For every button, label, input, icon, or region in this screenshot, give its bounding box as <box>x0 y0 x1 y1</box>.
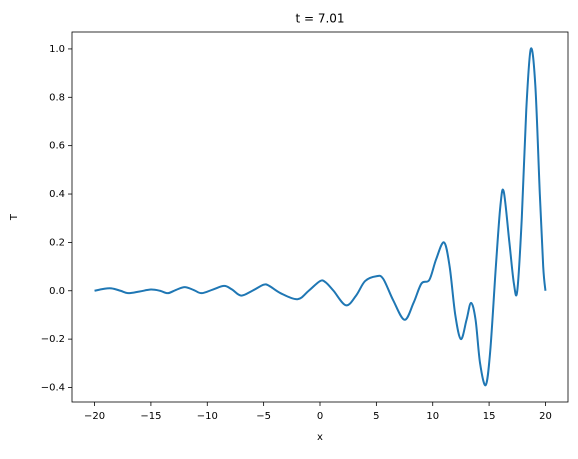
y-tick-label: 0.8 <box>49 92 65 103</box>
y-axis-label: T <box>9 213 20 221</box>
x-tick-label: 10 <box>426 411 439 422</box>
x-tick-label: −10 <box>197 411 218 422</box>
x-tick-label: 0 <box>317 411 323 422</box>
y-tick-label: 0.4 <box>49 189 65 200</box>
y-tick-label: 0.6 <box>49 141 65 152</box>
x-axis-label: x <box>317 432 323 443</box>
y-tick-label: −0.4 <box>41 382 65 393</box>
x-tick-label: 15 <box>483 411 496 422</box>
y-tick-label: 1.0 <box>49 44 65 55</box>
chart-title: t = 7.01 <box>295 12 344 26</box>
x-tick-label: −5 <box>256 411 271 422</box>
y-tick-label: −0.2 <box>41 334 65 345</box>
y-tick-label: 0.2 <box>49 237 65 248</box>
x-tick-label: −15 <box>140 411 161 422</box>
x-tick-label: 5 <box>373 411 379 422</box>
axes-frame <box>71 31 569 403</box>
data-line <box>94 47 547 387</box>
x-tick-label: −20 <box>84 411 105 422</box>
y-tick-label: 0.0 <box>49 286 65 297</box>
x-tick-label: 20 <box>539 411 552 422</box>
